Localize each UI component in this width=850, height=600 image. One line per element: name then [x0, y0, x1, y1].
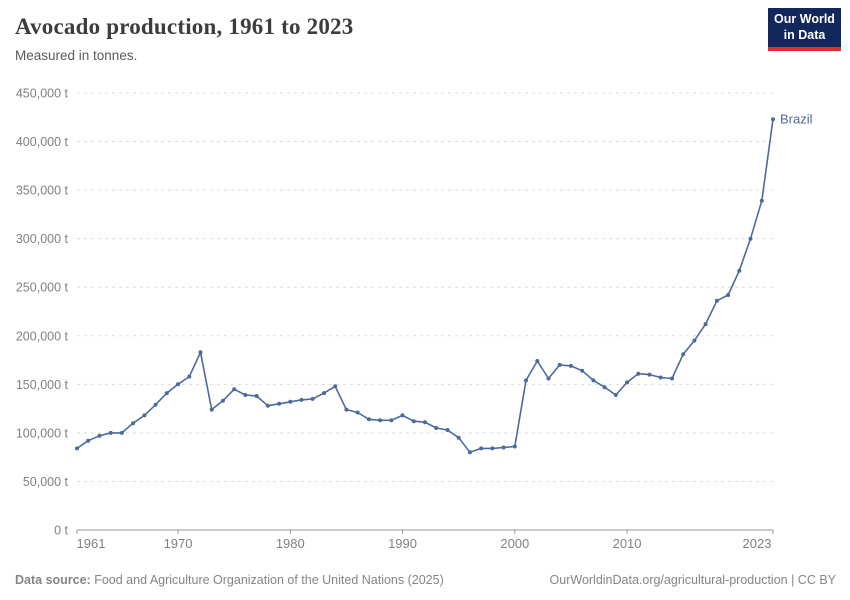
- x-tick-label: 1980: [276, 536, 305, 551]
- data-point[interactable]: [647, 372, 652, 377]
- data-point[interactable]: [748, 236, 753, 241]
- data-point[interactable]: [310, 396, 315, 401]
- y-tick-label: 450,000 t: [16, 87, 69, 101]
- x-tick-label: 1970: [164, 536, 193, 551]
- data-point[interactable]: [681, 352, 686, 357]
- data-point[interactable]: [299, 397, 304, 402]
- y-tick-label: 200,000 t: [16, 329, 69, 343]
- data-point[interactable]: [97, 433, 102, 438]
- data-point[interactable]: [557, 362, 562, 367]
- data-point[interactable]: [277, 401, 282, 406]
- data-source: Data source: Food and Agriculture Organi…: [15, 573, 444, 587]
- data-point[interactable]: [501, 445, 506, 450]
- data-point[interactable]: [613, 393, 618, 397]
- x-tick-label: 2023: [743, 536, 772, 551]
- data-point[interactable]: [714, 298, 719, 303]
- owid-logo[interactable]: Our World in Data: [768, 8, 841, 51]
- chart-footer: Data source: Food and Agriculture Organi…: [15, 573, 836, 587]
- data-point[interactable]: [737, 268, 742, 273]
- x-tick-label: 1990: [388, 536, 417, 551]
- data-point[interactable]: [288, 399, 293, 404]
- data-point[interactable]: [568, 363, 573, 368]
- data-point[interactable]: [692, 338, 697, 343]
- data-point[interactable]: [456, 435, 461, 440]
- owid-logo-line2: in Data: [783, 28, 826, 42]
- data-point[interactable]: [187, 374, 192, 379]
- data-point[interactable]: [670, 376, 674, 381]
- y-tick-label: 150,000 t: [16, 378, 69, 392]
- data-point[interactable]: [366, 417, 371, 422]
- data-point[interactable]: [142, 413, 147, 418]
- data-point[interactable]: [344, 407, 349, 412]
- y-tick-label: 400,000 t: [16, 135, 69, 149]
- data-point[interactable]: [445, 428, 450, 432]
- x-tick-label: 2000: [500, 536, 529, 551]
- data-point[interactable]: [378, 418, 383, 423]
- y-tick-label: 0 t: [54, 524, 68, 538]
- y-tick-label: 250,000 t: [16, 281, 69, 295]
- data-point[interactable]: [119, 430, 124, 435]
- data-point[interactable]: [220, 398, 225, 403]
- data-point[interactable]: [254, 394, 259, 398]
- data-point[interactable]: [535, 359, 540, 363]
- brazil-line[interactable]: [76, 119, 774, 454]
- data-point[interactable]: [658, 375, 663, 380]
- data-point[interactable]: [322, 391, 326, 396]
- data-point[interactable]: [512, 444, 517, 449]
- chart-header: Avocado production, 1961 to 2023 Measure…: [15, 14, 750, 63]
- data-point[interactable]: [355, 410, 360, 415]
- data-source-text: Food and Agriculture Organization of the…: [94, 573, 444, 587]
- data-point[interactable]: [524, 378, 528, 383]
- data-point[interactable]: [490, 446, 495, 451]
- data-point[interactable]: [546, 376, 551, 381]
- data-point[interactable]: [703, 322, 708, 327]
- data-point[interactable]: [333, 384, 338, 389]
- data-point[interactable]: [164, 391, 169, 396]
- x-tick-label: 2010: [613, 536, 642, 551]
- x-tick-label: 1961: [77, 536, 106, 551]
- footer-link[interactable]: OurWorldinData.org/agricultural-producti…: [549, 573, 836, 587]
- y-tick-label: 300,000 t: [16, 232, 69, 246]
- chart-title: Avocado production, 1961 to 2023: [15, 14, 354, 39]
- data-point[interactable]: [636, 371, 641, 376]
- series-label-brazil[interactable]: Brazil: [780, 112, 813, 127]
- data-point[interactable]: [580, 368, 585, 373]
- data-point[interactable]: [726, 293, 731, 297]
- data-point[interactable]: [467, 450, 472, 455]
- data-point[interactable]: [75, 446, 79, 451]
- data-point[interactable]: [434, 426, 439, 430]
- data-point[interactable]: [591, 378, 596, 383]
- data-point[interactable]: [86, 438, 91, 443]
- data-point[interactable]: [198, 350, 203, 355]
- data-point[interactable]: [625, 380, 630, 385]
- data-point[interactable]: [265, 403, 270, 408]
- data-point[interactable]: [759, 198, 764, 203]
- data-point[interactable]: [131, 421, 136, 426]
- data-point[interactable]: [389, 418, 394, 423]
- data-point[interactable]: [479, 446, 484, 451]
- chart-subtitle: Measured in tonnes.: [15, 48, 138, 63]
- data-point[interactable]: [602, 385, 607, 390]
- data-point[interactable]: [232, 387, 237, 392]
- data-source-label: Data source:: [15, 573, 91, 587]
- data-point[interactable]: [243, 393, 248, 397]
- data-point[interactable]: [411, 419, 416, 424]
- data-point[interactable]: [423, 420, 427, 425]
- owid-logo-line1: Our World: [774, 12, 835, 26]
- data-point[interactable]: [108, 430, 113, 435]
- data-point[interactable]: [400, 413, 405, 418]
- data-point[interactable]: [153, 402, 158, 407]
- data-point[interactable]: [771, 117, 775, 122]
- y-tick-label: 350,000 t: [16, 184, 69, 198]
- y-tick-label: 50,000 t: [23, 475, 69, 489]
- data-point[interactable]: [209, 407, 214, 412]
- data-point[interactable]: [176, 382, 180, 387]
- y-tick-label: 100,000 t: [16, 426, 69, 440]
